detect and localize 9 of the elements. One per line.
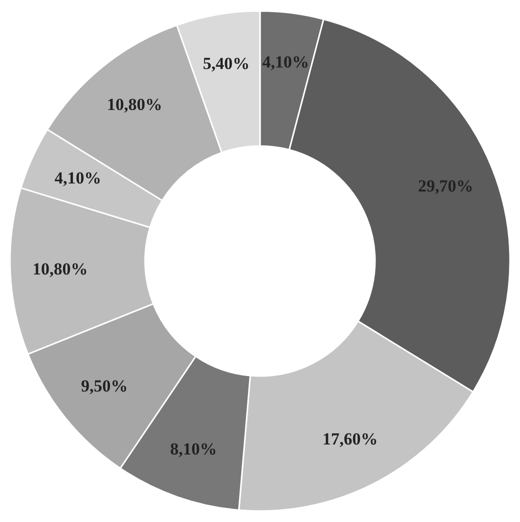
data-label: 9,50% <box>81 376 128 396</box>
data-label: 4,10% <box>262 52 310 72</box>
data-label: 29,70% <box>418 176 474 196</box>
data-label: 5,40% <box>202 54 250 73</box>
data-label: 10,80% <box>32 259 88 278</box>
data-label: 17,60% <box>322 430 378 449</box>
data-label: 8,10% <box>170 440 217 459</box>
data-label: 10,80% <box>106 95 162 114</box>
data-label: 4,10% <box>54 168 102 188</box>
